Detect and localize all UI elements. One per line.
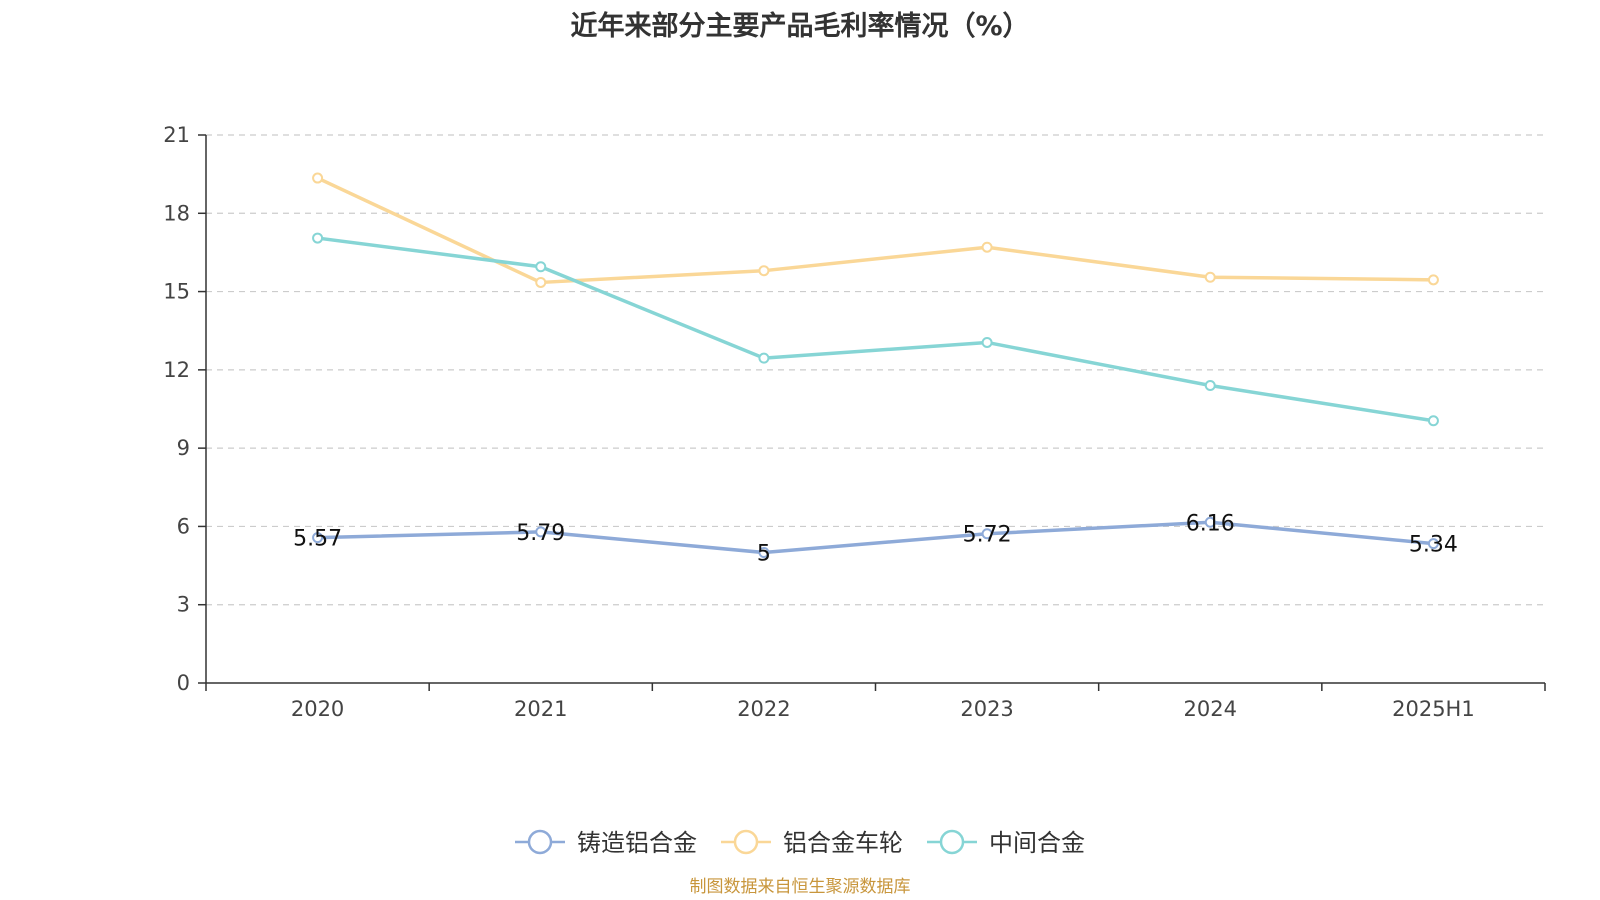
x-tick-label: 2020 bbox=[291, 697, 344, 721]
series-line-1 bbox=[315, 176, 1436, 285]
data-point[interactable] bbox=[535, 526, 547, 538]
data-point[interactable] bbox=[1204, 380, 1216, 392]
axes: 0 3 6 9 12 15 18 21 2020 2021 2022 2023 2024 2025H1 bbox=[163, 123, 1546, 721]
data-label: 5.72 bbox=[963, 523, 1012, 548]
series-lines bbox=[312, 172, 1439, 559]
data-point[interactable] bbox=[1204, 271, 1216, 283]
data-label: 5.57 bbox=[293, 527, 342, 552]
y-tick-label: 12 bbox=[163, 358, 190, 382]
data-point[interactable] bbox=[1427, 415, 1439, 427]
data-label: 6.16 bbox=[1186, 511, 1235, 536]
y-tick-label: 9 bbox=[177, 436, 190, 460]
data-point[interactable] bbox=[535, 261, 547, 273]
data-point[interactable] bbox=[312, 532, 324, 544]
legend-circle-icon bbox=[527, 829, 553, 855]
data-label: 5 bbox=[757, 542, 771, 567]
x-tick-label: 2024 bbox=[1184, 697, 1237, 721]
data-point[interactable] bbox=[758, 352, 770, 364]
data-label: 5.34 bbox=[1409, 533, 1458, 558]
source-note: 制图数据来自恒生聚源数据库 bbox=[689, 877, 911, 897]
y-tick-label: 3 bbox=[177, 593, 190, 617]
y-tick-label: 0 bbox=[177, 671, 190, 695]
legend-item-0[interactable]: 铸造铝合金 bbox=[515, 829, 697, 857]
legend-circle-icon bbox=[733, 829, 759, 855]
data-point[interactable] bbox=[1427, 538, 1439, 550]
x-tick-label: 2022 bbox=[737, 697, 790, 721]
y-tick-label: 6 bbox=[177, 514, 190, 538]
x-tick-label: 2025H1 bbox=[1392, 697, 1475, 721]
series-line-0 bbox=[315, 520, 1436, 555]
data-point[interactable] bbox=[1204, 516, 1216, 528]
y-tick-label: 18 bbox=[163, 201, 190, 225]
legend-label: 铝合金车轮 bbox=[783, 829, 903, 857]
data-point[interactable] bbox=[312, 232, 324, 244]
y-tick-label: 21 bbox=[163, 123, 190, 147]
data-point[interactable] bbox=[535, 276, 547, 288]
data-point[interactable] bbox=[981, 241, 993, 253]
data-labels: 5.57 5.79 5 5.72 6.16 5.34 bbox=[293, 511, 1458, 566]
legend: 铸造铝合金 铝合金车轮 中间合金 bbox=[515, 829, 1085, 857]
series-line-2 bbox=[315, 236, 1436, 423]
x-tick-label: 2021 bbox=[514, 697, 567, 721]
x-tick-label: 2023 bbox=[960, 697, 1013, 721]
y-tick-label: 15 bbox=[163, 280, 190, 304]
legend-item-1[interactable]: 铝合金车轮 bbox=[721, 829, 903, 857]
chart-title: 近年来部分主要产品毛利率情况（%） bbox=[570, 11, 1030, 42]
data-point[interactable] bbox=[312, 172, 324, 184]
data-point[interactable] bbox=[758, 265, 770, 277]
data-point[interactable] bbox=[981, 336, 993, 348]
data-label: 5.79 bbox=[516, 521, 565, 546]
data-point[interactable] bbox=[1427, 274, 1439, 286]
grid-lines bbox=[206, 134, 1545, 606]
legend-item-2[interactable]: 中间合金 bbox=[927, 829, 1085, 857]
legend-circle-icon bbox=[939, 829, 965, 855]
legend-label: 铸造铝合金 bbox=[577, 829, 697, 857]
legend-label: 中间合金 bbox=[989, 829, 1085, 857]
data-point[interactable] bbox=[758, 547, 770, 559]
data-point[interactable] bbox=[981, 528, 993, 540]
